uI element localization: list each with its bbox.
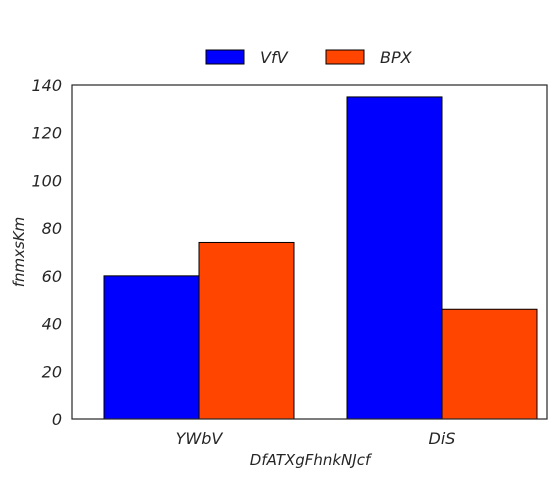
y-tick-label-0: 0	[52, 410, 62, 429]
y-axis-title: fnmxsKm	[10, 217, 28, 288]
bar-BPX-YWbV	[198, 241, 295, 420]
bar-VfV-YWbV	[103, 275, 200, 420]
y-tick-label-4: 80	[42, 219, 62, 238]
y-axis-ticks: 0 20 40 60 80 100 120 140	[31, 76, 62, 429]
bar-VfV-DiS	[346, 96, 443, 420]
y-tick-label-2: 40	[42, 315, 62, 334]
legend-swatch-series-0	[205, 49, 245, 65]
y-tick-label-3: 60	[42, 267, 62, 286]
x-tick-label-1: DiS	[429, 429, 456, 448]
y-tick-label-7: 140	[31, 76, 62, 95]
legend-swatch-series-1	[325, 49, 365, 65]
y-tick-label-6: 120	[31, 124, 62, 143]
bars-group	[103, 96, 538, 420]
legend-label-series-0: VfV	[260, 48, 289, 67]
x-axis-title: DfATXgFhnkNJcf	[250, 451, 373, 469]
x-axis-category-labels: YWbV DiS	[176, 429, 456, 448]
x-tick-label-0: YWbV	[176, 429, 224, 448]
legend-label-series-1: BPX	[380, 48, 413, 67]
y-tick-label-1: 20	[42, 362, 62, 381]
y-tick-label-5: 100	[31, 171, 62, 190]
legend: VfV BPX	[205, 48, 413, 67]
bar-BPX-DiS	[441, 308, 538, 420]
plot-frame	[71, 84, 548, 420]
